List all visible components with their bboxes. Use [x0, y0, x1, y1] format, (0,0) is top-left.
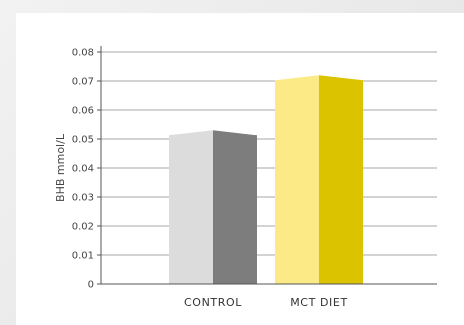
y-tick-label: 0.01	[72, 251, 94, 262]
y-axis-ticks: 0 0.01 0.02 0.03 0.04 0.05 0.06 0.07 0.08	[72, 48, 101, 291]
bar-face-light	[169, 130, 213, 284]
y-tick-label: 0.06	[72, 106, 94, 117]
bar-control	[169, 130, 257, 284]
y-tick-label: 0.02	[72, 222, 94, 233]
x-category-label: CONTROL	[184, 296, 242, 309]
y-axis-title: BHB mmol/L	[54, 133, 67, 202]
bar-face-dark	[319, 75, 363, 284]
y-tick-label: 0.04	[72, 164, 94, 175]
y-tick-label: 0.03	[72, 193, 94, 204]
y-tick-label: 0.08	[72, 48, 94, 59]
bar-face-light	[275, 75, 319, 284]
bar-mct-diet	[275, 75, 363, 284]
bar-face-dark	[213, 130, 257, 284]
y-tick-label: 0.05	[72, 135, 94, 146]
y-tick-label: 0.07	[72, 77, 94, 88]
x-axis-labels: CONTROL MCT DIET	[184, 296, 348, 309]
bars	[169, 75, 363, 284]
gridlines	[101, 51, 437, 256]
y-tick-label: 0	[88, 280, 94, 291]
x-category-label: MCT DIET	[290, 296, 348, 309]
